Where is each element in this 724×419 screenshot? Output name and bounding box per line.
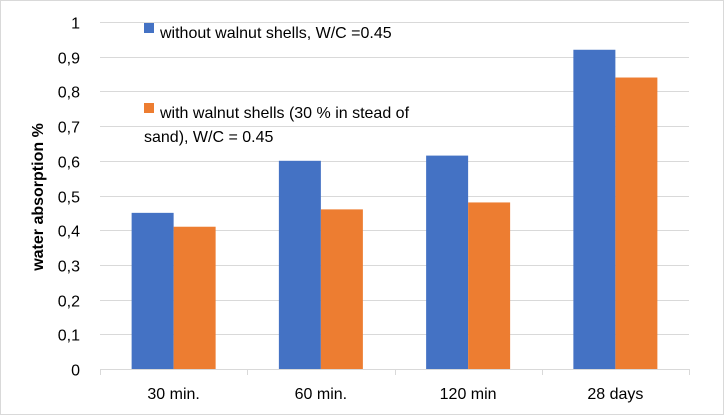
bar-without-walnut bbox=[573, 49, 616, 369]
y-axis-title: water absorption % bbox=[30, 123, 47, 272]
y-tick-label: 0,4 bbox=[58, 224, 80, 241]
x-tick-labels: 30 min. 60 min. 120 min 28 days bbox=[147, 386, 643, 403]
y-tick-label: 0,7 bbox=[58, 120, 80, 137]
bar-without-walnut bbox=[131, 212, 174, 369]
legend-label: with walnut shells (30 % in stead of bbox=[159, 105, 410, 122]
bar-without-walnut bbox=[278, 160, 321, 369]
legend: without walnut shells, W/C =0.45 with wal… bbox=[144, 23, 410, 146]
legend-label: sand), W/C = 0.45 bbox=[144, 129, 273, 146]
bar-with-walnut bbox=[173, 226, 216, 369]
bar-without-walnut bbox=[426, 155, 469, 369]
legend-label: without walnut shells, W/C =0.45 bbox=[159, 25, 392, 42]
x-axis bbox=[100, 369, 690, 375]
x-tick-label: 60 min. bbox=[295, 386, 347, 403]
bar-with-walnut bbox=[320, 209, 363, 369]
y-tick-label: 0 bbox=[71, 363, 80, 380]
legend-swatch bbox=[144, 103, 154, 113]
y-tick-label: 0,8 bbox=[58, 85, 80, 102]
y-tick-label: 0,5 bbox=[58, 190, 80, 207]
x-tick-label: 30 min. bbox=[147, 386, 199, 403]
bars bbox=[131, 49, 658, 370]
bar-with-walnut bbox=[615, 77, 658, 370]
y-tick-label: 1 bbox=[71, 16, 80, 33]
x-tick-label: 120 min bbox=[440, 386, 497, 403]
y-tick-label: 0,2 bbox=[58, 294, 80, 311]
x-tick-label: 28 days bbox=[587, 386, 643, 403]
bar-with-walnut bbox=[468, 202, 511, 369]
y-tick-label: 0,1 bbox=[58, 328, 80, 345]
y-tick-label: 0,6 bbox=[58, 155, 80, 172]
y-tick-labels: 0 0,1 0,2 0,3 0,4 0,5 0,6 0,7 0,8 0,9 1 bbox=[58, 16, 80, 380]
y-tick-label: 0,3 bbox=[58, 259, 80, 276]
y-tick-label: 0,9 bbox=[58, 51, 80, 68]
legend-swatch bbox=[144, 23, 154, 33]
